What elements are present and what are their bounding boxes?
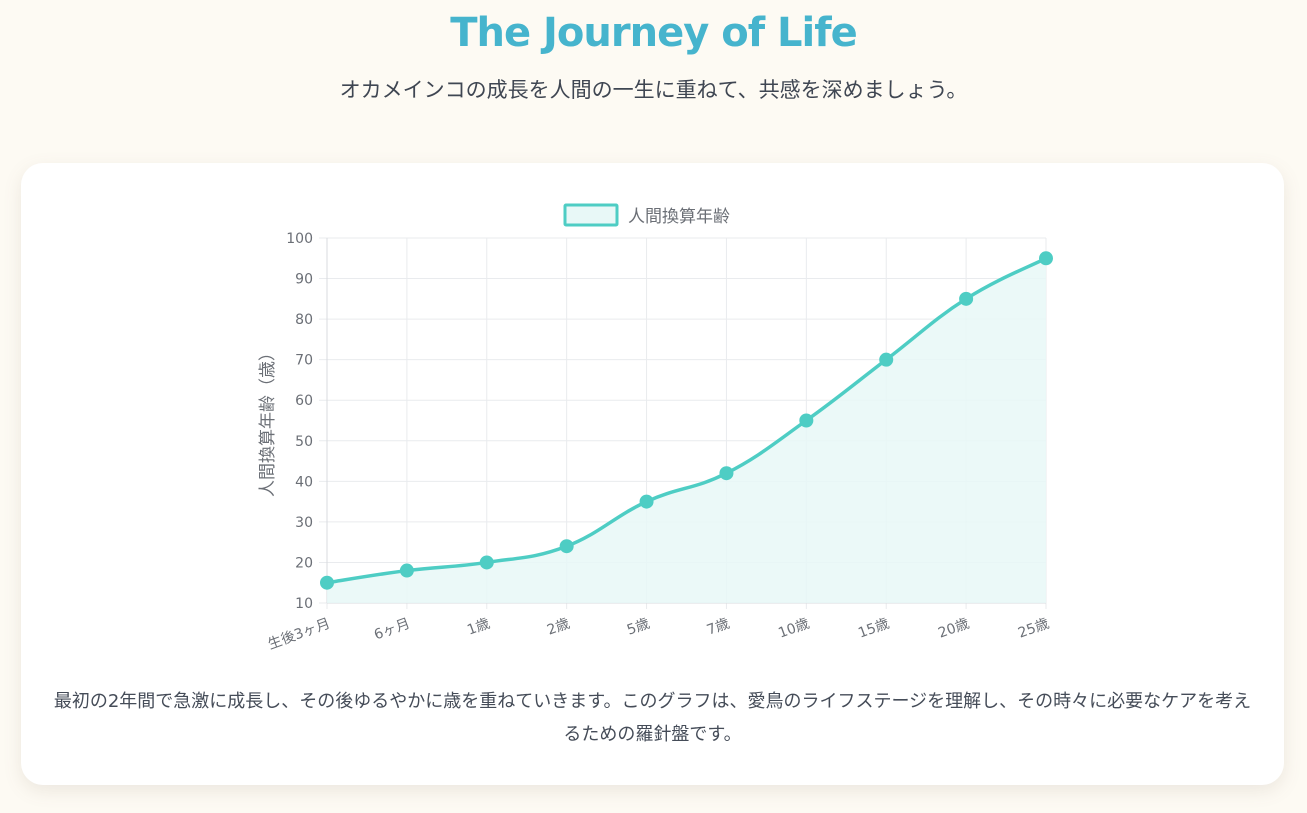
x-tick-label: 生後3ヶ月 [266, 616, 332, 653]
legend-label: 人間換算年齢 [628, 207, 730, 227]
y-tick-labels: 10 20 30 40 50 60 70 80 90 100 [286, 231, 313, 612]
y-tick-label: 30 [295, 515, 313, 531]
area-fill [327, 258, 1046, 603]
page-subtitle: オカメインコの成長を人間の一生に重ねて、共感を深めましょう。 [339, 78, 968, 102]
y-tick-label: 10 [295, 596, 313, 612]
data-point[interactable] [1039, 251, 1053, 266]
x-tick-label: 5歳 [625, 616, 652, 639]
x-tick-labels: 生後3ヶ月 6ヶ月 1歳 2歳 5歳 7歳 10歳 15歳 20歳 25歳 [266, 616, 1051, 653]
data-point[interactable] [320, 575, 334, 590]
y-tick-label: 20 [295, 555, 313, 571]
data-point[interactable] [879, 352, 894, 367]
data-point[interactable] [479, 555, 494, 570]
page-title: The Journey of Life [450, 10, 858, 56]
y-tick-label: 60 [295, 393, 313, 409]
y-tick-label: 50 [295, 434, 313, 450]
y-axis-title: 人間換算年齢（歳） [258, 344, 278, 497]
y-tick-label: 100 [286, 231, 313, 247]
y-tick-label: 40 [295, 474, 313, 490]
data-point[interactable] [559, 539, 574, 554]
area-fill-shape [327, 258, 1046, 603]
data-point[interactable] [639, 494, 654, 509]
data-point[interactable] [799, 413, 814, 428]
data-point[interactable] [399, 563, 414, 578]
x-tick-label: 2歳 [545, 616, 572, 639]
data-points [320, 251, 1053, 590]
x-tick-label: 15歳 [856, 616, 891, 642]
x-tick-label: 1歳 [465, 616, 492, 639]
x-tick-label: 25歳 [1016, 616, 1051, 642]
x-tick-label: 6ヶ月 [372, 616, 412, 644]
y-tick-label: 70 [295, 353, 313, 369]
y-tick-label: 80 [295, 312, 313, 328]
x-tick-label: 7歳 [705, 616, 732, 639]
legend[interactable]: 人間換算年齢 [563, 203, 730, 227]
chart-card: 10 20 30 40 50 60 70 80 90 100 生後3ヶ月 6ヶ月 1歳 2歳 5歳 7歳 10… [21, 163, 1284, 785]
series-line-path [325, 256, 1048, 585]
chart-caption: 最初の2年間で急激に成長し、その後ゆるやかに歳を重ねていきます。このグラフは、愛… [53, 691, 1252, 745]
data-point[interactable] [959, 291, 974, 306]
legend-swatch [563, 203, 619, 227]
y-tick-label: 90 [295, 272, 313, 288]
series-line [325, 256, 1048, 585]
x-tick-label: 20歳 [936, 616, 971, 642]
data-point[interactable] [719, 466, 734, 481]
x-tick-label: 10歳 [776, 616, 811, 642]
line-chart: 10 20 30 40 50 60 70 80 90 100 生後3ヶ月 6ヶ月 1歳 2歳 5歳 7歳 10… [258, 203, 1053, 653]
